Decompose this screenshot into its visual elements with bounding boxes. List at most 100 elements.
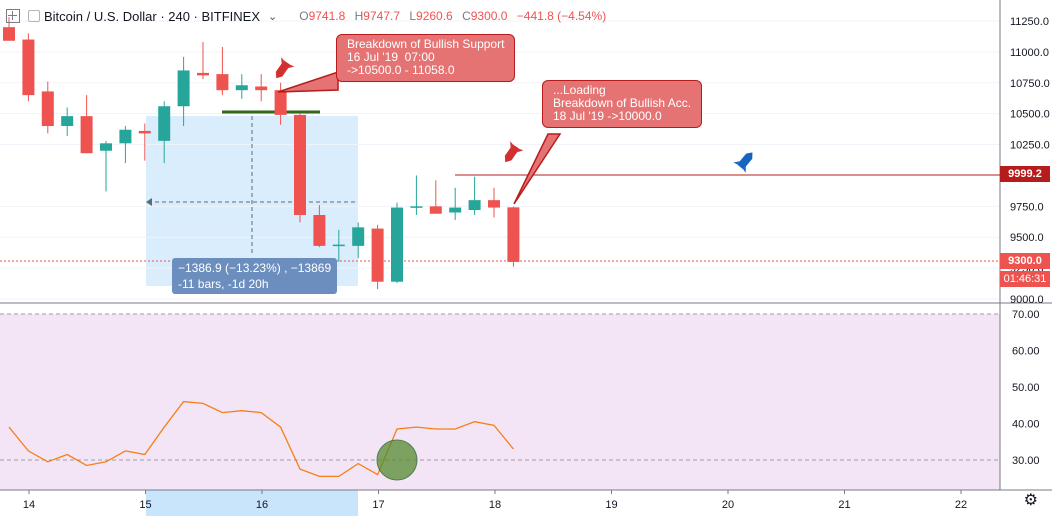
candle [391,202,403,283]
rocket-down-icon[interactable] [499,141,524,167]
chevron-down-icon[interactable]: ⌄ [268,10,278,23]
candle-body [429,206,442,214]
chart-header: Bitcoin / U.S. Dollar · 240 · BITFINEX ⌄… [6,6,606,26]
time-tick-label: 14 [23,499,35,511]
candle [158,101,171,164]
candle [216,46,229,96]
rsi-tick-label: 30.00 [1012,455,1040,467]
price-tick-label: 9750.0 [1010,201,1044,213]
rsi-axis[interactable]: 70.00 60.00 50.00 40.00 30.00 [1012,309,1040,467]
candle-body [294,114,306,215]
candle [352,222,365,259]
candle-body [255,86,268,91]
candle [138,123,151,161]
time-axis[interactable]: 14 15 16 17 18 19 20 21 22 [23,490,967,511]
price-tick-label: 11250.0 [1010,16,1049,28]
change-value: −441.8 (−4.54%) [516,9,607,23]
candle-body [3,27,15,41]
time-tick-label: 21 [838,499,850,511]
candle [61,107,74,136]
candle [274,82,287,125]
rsi-line [8,400,514,478]
price-tick-label: 11000.0 [1010,47,1049,59]
rsi-background [0,314,1000,490]
candle [119,126,132,164]
candle-body [80,116,93,154]
callout-bullish-support[interactable]: Breakdown of Bullish Support 16 Jul '19 … [336,34,516,82]
rocket-up-icon[interactable] [733,147,758,173]
resistance-price-label: 9999.2 [1000,166,1050,182]
time-tick-label: 22 [955,499,967,511]
candle [313,205,326,248]
candle [22,33,35,102]
rsi-tick-label: 50.00 [1012,382,1040,394]
candle-body [274,90,287,115]
candle [80,95,93,154]
candle-body [177,70,190,107]
candle-body [468,200,481,211]
candle [3,17,15,41]
candle [488,187,500,218]
candle [429,180,442,214]
rsi-tick-label: 40.00 [1012,419,1040,431]
rocket-down-icon[interactable] [270,57,295,83]
candle [41,81,54,134]
candle [468,176,481,215]
time-tick-label: 17 [372,499,384,511]
time-tick-label: 20 [722,499,734,511]
countdown-label: 01:46:31 [1000,271,1050,287]
candle [235,74,248,99]
candle [449,187,462,220]
candle-body [332,244,345,247]
measure-label: −1386.9 (−13.23%) , −13869 -11 bars, -1d… [172,258,338,294]
visibility-icon[interactable] [28,10,40,22]
callout-bullish-acc[interactable]: ...Loading Breakdown of Bullish Acc. 18 … [542,80,703,128]
candle-body [371,228,384,282]
candle-body [197,72,209,76]
candle-body [22,39,35,96]
candle-body [391,207,403,282]
candle [507,206,520,267]
candle [410,175,423,215]
candle-body [100,143,112,151]
time-tick-label: 19 [605,499,617,511]
candle [177,56,190,127]
ohlc-values: O9741.8 H9747.7 L9260.6 C9300.0 −441.8 (… [299,9,607,23]
time-tick-label: 18 [489,499,501,511]
candle-body [313,214,326,246]
candles [3,17,520,290]
time-tick-label: 16 [256,499,268,511]
callout1-pointer [277,70,339,93]
measure-arrow [146,198,152,206]
gear-icon[interactable]: ⚙ [1023,492,1038,509]
price-tick-label: 10250.0 [1010,140,1050,152]
candle-body [235,85,248,91]
rsi-highlight-circle[interactable] [376,439,418,481]
price-tick-label: 9000.0 [1010,294,1044,306]
price-tick-label: 9500.0 [1010,232,1044,244]
price-tick-label: 10750.0 [1010,78,1050,90]
candle-body [507,207,520,262]
candle-body [410,206,423,208]
time-tick-label: 15 [139,499,151,511]
rsi-tick-label: 70.00 [1012,309,1040,321]
time-range-highlight [146,490,358,516]
candle-body [41,91,54,127]
candle [371,224,384,290]
candle-body [449,207,462,213]
rsi-tick-label: 60.00 [1012,346,1040,358]
candle [332,229,345,262]
candle-body [119,129,132,144]
candle-body [138,130,151,134]
callout2-pointer [513,133,562,205]
candle-body [216,74,229,91]
symbol-title[interactable]: Bitcoin / U.S. Dollar · 240 · BITFINEX [44,8,261,24]
candle-body [158,106,171,141]
candle [100,140,112,192]
candle-body [488,200,500,208]
candle [197,42,209,80]
expand-icon[interactable] [6,9,20,23]
price-tick-label: 10500.0 [1010,109,1050,121]
candle [294,113,306,223]
